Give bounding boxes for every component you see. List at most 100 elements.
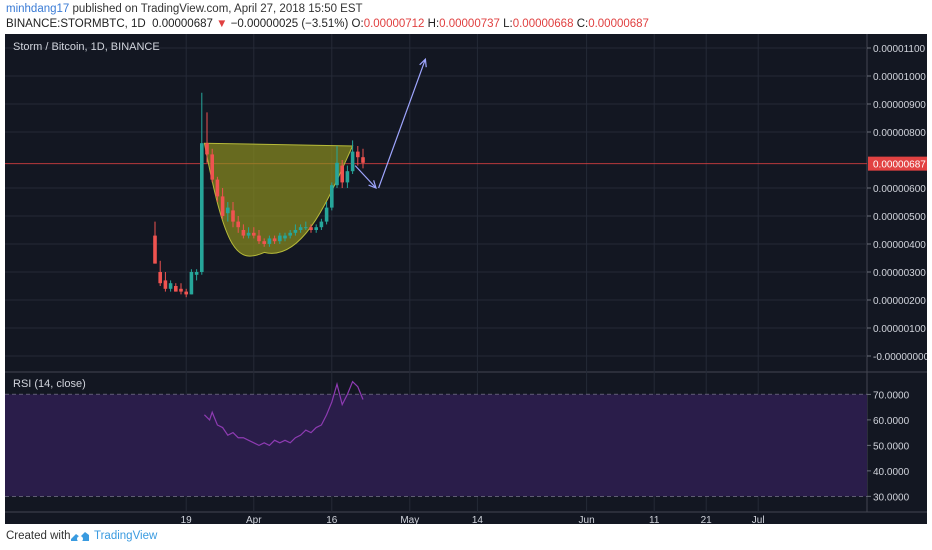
candle-body (179, 288, 183, 292)
trend-arrows[interactable] (354, 57, 427, 190)
candle-body (340, 165, 344, 183)
close-value: 0.00000687 (588, 18, 649, 30)
candle-body (200, 143, 204, 272)
price-tick-label: 0.00000800 (873, 128, 926, 139)
candle-body (356, 151, 360, 158)
candle-body (298, 227, 303, 230)
price-tick-label: 0.00001100 (873, 44, 926, 55)
candle-body (231, 210, 235, 222)
arrow-line (378, 58, 426, 189)
open-label: O: (351, 18, 364, 30)
high-value: 0.00000737 (439, 18, 500, 30)
last-price-label: 0.00000687 (873, 160, 926, 171)
candle-body (194, 272, 199, 275)
price-tick-label: 0.00001000 (873, 72, 926, 83)
time-axis[interactable]: 19 Apr 16 May 14 Jun 11 21 Jul (181, 515, 765, 524)
rsi-series-line (203, 380, 364, 447)
time-tick-label: Jun (579, 515, 595, 524)
candle-body (226, 207, 230, 214)
chart-area[interactable]: 0.00001100 0.00001000 0.00000900 0.00000800… (5, 34, 927, 524)
rsi-tick-label: 30.0000 (873, 492, 910, 503)
candle-body (267, 238, 272, 244)
candle-body (278, 235, 282, 242)
price-change: −0.00000025 (−3.51%) (230, 18, 349, 30)
candle-body (319, 221, 324, 228)
quote-line: BINANCE:STORMBTC, 1D 0.00000687 ▼ −0.000… (6, 18, 649, 30)
chart-header: minhdang17 published on TradingView.com,… (0, 0, 932, 34)
candle-body (304, 227, 308, 229)
time-tick-label: 21 (701, 515, 713, 524)
time-tick-label: Apr (246, 515, 262, 524)
price-tick-label: 0.00000100 (873, 324, 926, 335)
candle-body (283, 235, 287, 239)
candle-body (361, 157, 365, 163)
candle-body (215, 179, 220, 197)
open-value: 0.00000712 (363, 18, 425, 30)
footer: Created with TradingView (0, 524, 932, 550)
rsi-line (203, 380, 364, 447)
price-tick-label: 0.00000300 (873, 268, 926, 279)
candle-body (184, 291, 188, 295)
candle-body (241, 230, 246, 236)
candle-body (246, 232, 251, 236)
candle-body (272, 238, 277, 242)
high-label: H: (427, 18, 440, 30)
rsi-tick-label: 70.0000 (873, 390, 910, 401)
candle-body (189, 272, 194, 295)
last-price: 0.00000687 (152, 18, 213, 30)
candle-body (345, 171, 350, 183)
chart-title: Storm / Bitcoin, 1D, BINANCE (13, 41, 160, 53)
candle-body (163, 280, 168, 289)
candle-body (288, 232, 292, 236)
time-tick-label: 14 (472, 515, 484, 524)
time-tick-label: May (400, 515, 419, 524)
candle-body (293, 230, 298, 233)
candle-body (262, 241, 266, 244)
rsi-title: RSI (14, close) (13, 378, 86, 390)
change-arrow-icon: ▼ (216, 18, 228, 30)
candle-body (330, 185, 334, 208)
rsi-tick-label: 50.0000 (873, 441, 910, 452)
last-price-badge (868, 156, 927, 171)
candle-body (236, 221, 240, 228)
time-tick-label: 11 (649, 515, 660, 524)
candle-body (174, 286, 178, 292)
price-tick-label: 0.00000400 (873, 240, 926, 251)
price-tick-label: 0.00000900 (873, 100, 926, 111)
time-tick-label: 16 (326, 515, 338, 524)
rsi-band (5, 394, 867, 497)
candle-body (210, 154, 214, 180)
candle-body (158, 272, 162, 284)
time-tick-label: 19 (181, 515, 193, 524)
candles (153, 92, 365, 298)
close-label: C: (576, 18, 589, 30)
candle-body (205, 143, 209, 155)
price-axis[interactable]: 0.00001100 0.00001000 0.00000900 0.00000800… (867, 44, 927, 503)
publish-line: minhdang17 published on TradingView.com,… (6, 3, 363, 15)
candle-body (153, 235, 157, 264)
arrow-line (354, 165, 377, 189)
candle-body (324, 207, 329, 222)
tradingview-logo-icon[interactable] (70, 529, 90, 545)
rsi-tick-label: 40.0000 (873, 467, 910, 478)
arrow-head (419, 57, 427, 68)
candle-body (257, 235, 261, 242)
tradingview-brand-link[interactable]: TradingView (94, 530, 158, 542)
price-tick-label: 0.00000500 (873, 212, 926, 223)
time-tick-label: Jul (752, 515, 765, 524)
created-with-label: Created with (6, 530, 71, 542)
publish-info: published on TradingView.com, April 27, … (69, 3, 363, 15)
symbol-label: BINANCE:STORMBTC, 1D (6, 18, 146, 30)
arrow-head (368, 180, 377, 190)
low-value: 0.00000668 (512, 18, 574, 30)
candle-body (309, 227, 313, 230)
candle-body (314, 227, 318, 230)
candle-body (168, 283, 173, 289)
price-tick-label: 0.00000600 (873, 184, 926, 195)
low-label: L: (503, 18, 513, 30)
author-link[interactable]: minhdang17 (6, 3, 70, 15)
candle-body (252, 232, 256, 236)
price-tick-label: -0.00000000 (873, 352, 927, 363)
price-tick-label: 0.00000200 (873, 296, 926, 307)
chart-canvas[interactable]: 0.00001100 0.00001000 0.00000900 0.00000800… (5, 34, 927, 524)
